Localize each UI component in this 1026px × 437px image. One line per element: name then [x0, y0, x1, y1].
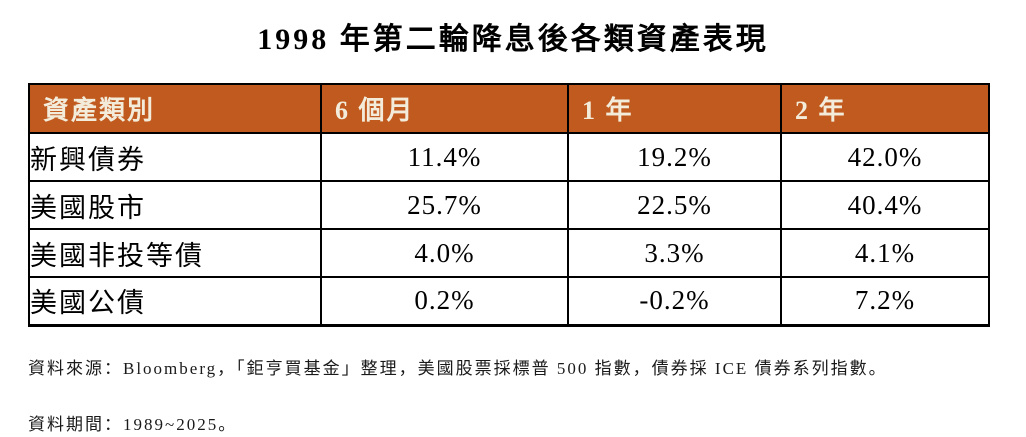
footnote-period: 資料期間：1989~2025。: [28, 414, 238, 434]
value-cell: -0.2%: [567, 276, 782, 326]
footnote-source: 資料來源：Bloomberg，「鉅亨買基金」整理，美國股票採標普 500 指數，…: [28, 358, 888, 378]
header-cell-1-year: 1 年: [567, 83, 782, 134]
asset-performance-table: 資產類別 6 個月 1 年 2 年 新興債券 11.4% 19.2% 42.0%…: [28, 83, 990, 327]
table-row: 美國股市 25.7% 22.5% 40.4%: [28, 180, 990, 230]
value-cell: 22.5%: [567, 180, 782, 230]
header-cell-2-years: 2 年: [780, 83, 990, 134]
header-row: 資產類別 6 個月 1 年 2 年: [28, 83, 990, 134]
row-label-us-treasuries: 美國公債: [28, 276, 322, 326]
value-cell: 42.0%: [780, 132, 990, 182]
value-cell: 11.4%: [320, 132, 569, 182]
header-cell-asset-class: 資產類別: [28, 83, 322, 134]
row-label-us-stocks: 美國股市: [28, 180, 322, 230]
value-cell: 7.2%: [780, 276, 990, 326]
table-row: 美國非投等債 4.0% 3.3% 4.1%: [28, 228, 990, 278]
page-title: 1998 年第二輪降息後各類資產表現: [257, 23, 769, 56]
row-label-emerging-bonds: 新興債券: [28, 132, 322, 182]
table-row: 新興債券 11.4% 19.2% 42.0%: [28, 132, 990, 182]
value-cell: 4.0%: [320, 228, 569, 278]
table-row: 美國公債 0.2% -0.2% 7.2%: [28, 276, 990, 326]
header-cell-6-months: 6 個月: [320, 83, 569, 134]
value-cell: 0.2%: [320, 276, 569, 326]
value-cell: 25.7%: [320, 180, 569, 230]
value-cell: 3.3%: [567, 228, 782, 278]
row-label-us-high-yield: 美國非投等債: [28, 228, 322, 278]
value-cell: 4.1%: [780, 228, 990, 278]
value-cell: 19.2%: [567, 132, 782, 182]
value-cell: 40.4%: [780, 180, 990, 230]
